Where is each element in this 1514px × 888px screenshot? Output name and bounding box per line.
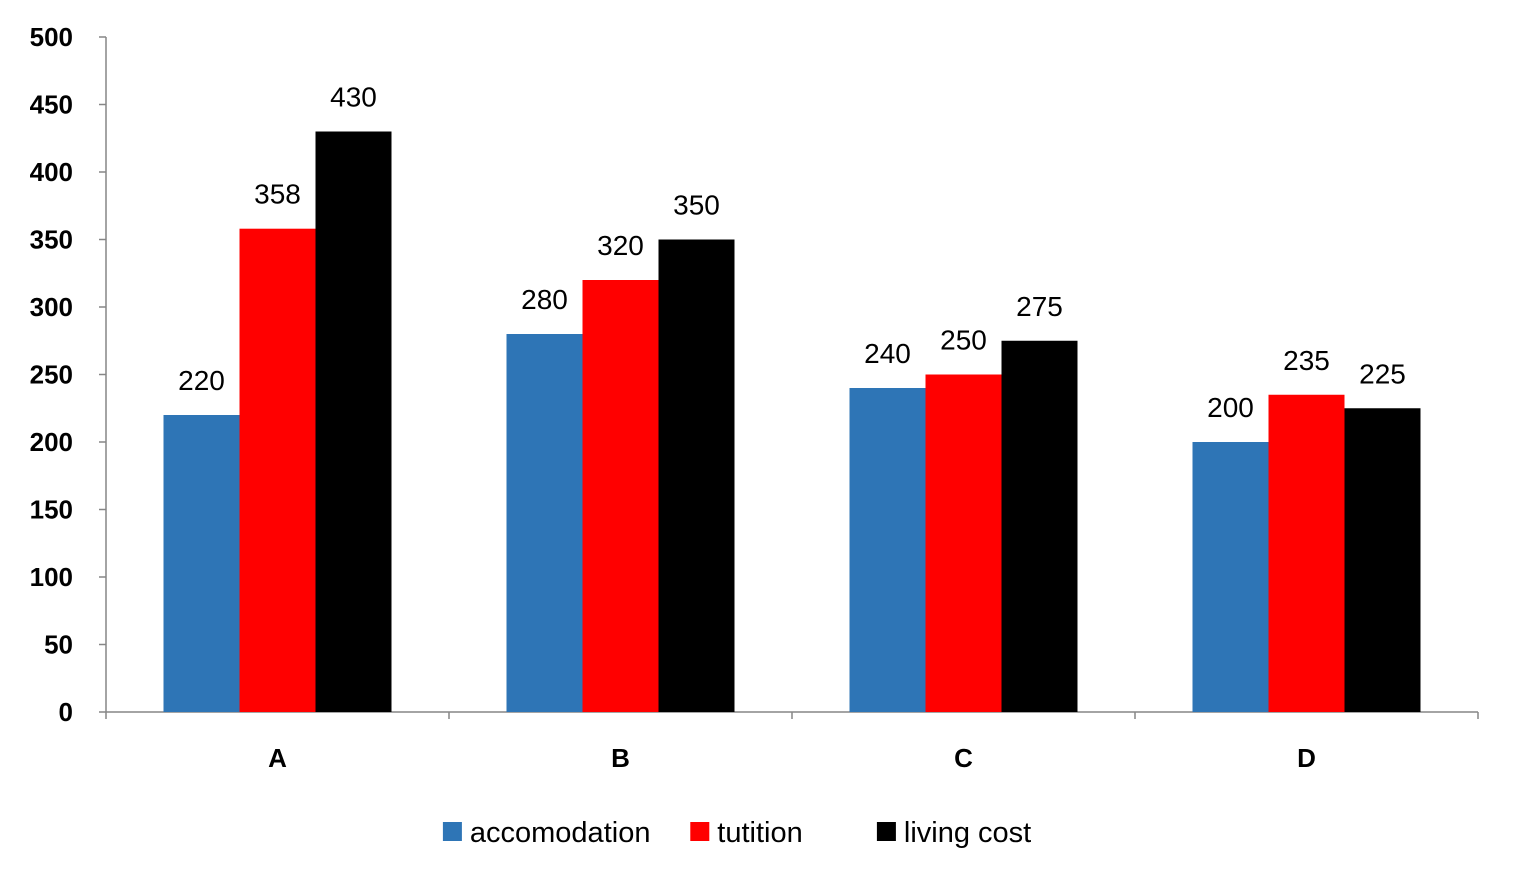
legend-swatch-living-cost (876, 822, 896, 841)
data-label: 220 (178, 365, 225, 396)
legend-label: accomodation (470, 817, 651, 849)
legend-swatch-accomodation (442, 822, 462, 841)
data-label: 358 (254, 179, 301, 210)
y-tick-label: 0 (59, 697, 73, 727)
x-tick-label: C (954, 743, 973, 773)
y-tick-label: 400 (30, 157, 73, 187)
data-label: 280 (521, 284, 568, 315)
y-tick-label: 100 (30, 562, 73, 592)
bar-accomodation-B (506, 334, 583, 712)
legend-swatch-tutition (690, 822, 710, 841)
x-tick-label: D (1297, 743, 1316, 773)
legend-label: living cost (904, 817, 1031, 849)
y-tick-label: 150 (30, 495, 73, 525)
data-label: 250 (940, 325, 987, 356)
data-label: 225 (1359, 358, 1406, 389)
y-tick-label: 250 (30, 360, 73, 390)
bar-accomodation-A (163, 415, 240, 712)
bar-living-cost-C (1001, 340, 1078, 712)
bar-accomodation-C (849, 388, 926, 712)
y-tick-label: 350 (30, 225, 73, 255)
bar-accomodation-D (1192, 442, 1269, 712)
y-tick-label: 300 (30, 292, 73, 322)
y-tick-label: 200 (30, 427, 73, 457)
legend-label: tutition (717, 817, 802, 849)
data-label: 320 (597, 230, 644, 261)
legend: accomodation tutition living cost (442, 817, 1031, 849)
data-label: 200 (1207, 392, 1254, 423)
data-label: 235 (1283, 345, 1330, 376)
bar-tutition-D (1268, 394, 1345, 712)
bar-living-cost-A (315, 131, 392, 712)
bar-tutition-C (925, 374, 1002, 712)
data-labels: 220 358 430 280 320 350 240 250 275 200 235 225 (178, 82, 1406, 424)
y-tick-label: 50 (44, 630, 73, 660)
x-axis: A B C D (105, 711, 1479, 773)
bar-tutition-A (239, 228, 316, 712)
y-tick-label: 500 (30, 22, 73, 52)
data-label: 275 (1016, 291, 1063, 322)
x-tick-label: A (268, 743, 287, 773)
data-label: 350 (673, 190, 720, 221)
data-label: 430 (330, 82, 377, 113)
y-axis: 0 50 100 150 200 250 300 350 400 450 500 (30, 22, 107, 727)
y-tick-label: 450 (30, 90, 73, 120)
bar-tutition-B (582, 280, 659, 712)
bars (163, 131, 1421, 712)
bar-living-cost-B (658, 239, 735, 712)
bar-living-cost-D (1344, 408, 1421, 712)
x-tick-label: B (611, 743, 630, 773)
data-label: 240 (864, 338, 911, 369)
